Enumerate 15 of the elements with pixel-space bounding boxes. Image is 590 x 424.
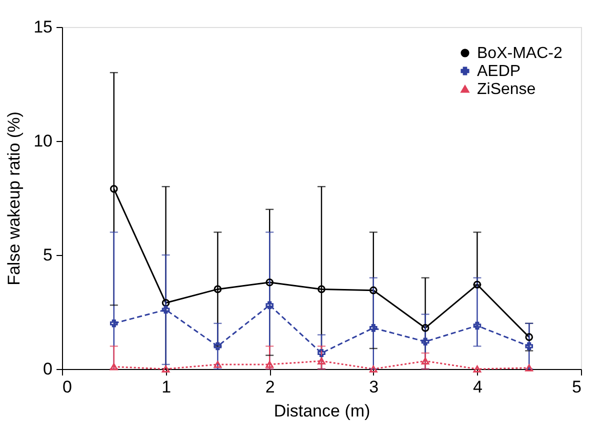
y-tick-label: 5 [43, 246, 52, 264]
x-tick-label: 5 [572, 378, 582, 396]
x-tick-label: 3 [369, 378, 379, 396]
y-tick-label: 15 [34, 18, 52, 36]
legend-label: AEDP [477, 63, 521, 80]
y-tick-label: 0 [43, 360, 52, 378]
legend-label: ZiSense [477, 81, 536, 98]
x-axis-title: Distance (m) [274, 402, 370, 420]
x-tick-label: 2 [265, 378, 275, 396]
x-tick-label: 4 [472, 378, 482, 396]
legend-label: BoX-MAC-2 [477, 45, 562, 62]
x-tick-label: 1 [162, 378, 172, 396]
x-tick-label: 0 [62, 378, 72, 396]
y-tick-label: 10 [34, 132, 52, 150]
y-axis-title: False wakeup ratio (%) [4, 112, 24, 286]
